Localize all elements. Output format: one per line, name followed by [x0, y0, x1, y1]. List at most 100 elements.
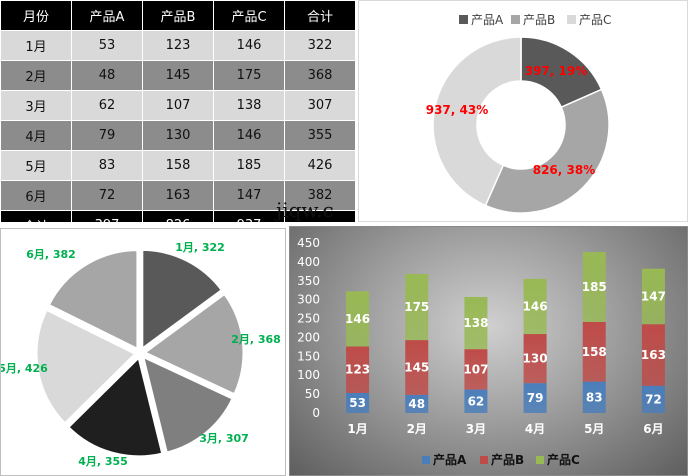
pie-slice [140, 247, 225, 353]
data-label: 826, 38% [533, 163, 596, 177]
bar-segment [346, 346, 370, 393]
x-tick-label: 3月 [466, 422, 486, 436]
legend-swatch [567, 15, 576, 24]
x-tick-label: 2月 [407, 422, 427, 436]
data-label: 72 [645, 392, 662, 406]
bar-segment [523, 383, 547, 413]
data-label: 146 [345, 312, 370, 326]
bar-segment [523, 334, 547, 384]
table-cell: 397 [71, 210, 143, 222]
donut-chart: 产品A 产品B 产品C 397, 19% 826, 38% 937, 43% [426, 13, 611, 214]
table-cell: 130 [142, 120, 214, 151]
donut-slice [484, 88, 610, 214]
data-table-panel: 月份 产品A 产品B 产品C 合计 1月 53 123 146 322 2月 48 145 175 368 3… [0, 0, 356, 222]
data-label: 5月, 426 [1, 362, 48, 375]
table-cell: 158 [142, 150, 214, 181]
pie-slice [140, 353, 236, 456]
table-cell: 138 [213, 90, 285, 121]
legend-label: 产品C [547, 452, 580, 467]
table-cell: 6月 [0, 180, 72, 211]
table-cell: 83 [71, 150, 143, 181]
table-row: 5月 83 158 185 426 [0, 150, 356, 181]
bar-segment [523, 278, 547, 335]
bar-segment [582, 252, 606, 322]
table-cell: 53 [71, 30, 143, 61]
legend-swatch [459, 15, 468, 24]
y-tick-label: 400 [297, 255, 320, 269]
bar-segment [346, 291, 370, 347]
pie-chart: 1月, 322 2月, 368 3月, 307 4月, 355 5月, 426 6月, 3… [1, 241, 281, 468]
pie-slice [65, 353, 165, 459]
data-label: 4月, 355 [78, 455, 128, 468]
table-cell: 48 [71, 60, 143, 91]
x-tick-label: 6月 [643, 422, 663, 436]
data-label: 175 [404, 300, 429, 314]
data-label: 62 [468, 394, 485, 408]
data-label: 163 [641, 348, 666, 362]
table-cell: 175 [213, 60, 285, 91]
data-label: 138 [463, 316, 488, 330]
bar-segment [582, 321, 606, 382]
legend-label: 产品A [433, 452, 467, 467]
data-label: 123 [345, 363, 370, 377]
legend-swatch [480, 456, 488, 464]
data-label: 79 [527, 391, 544, 405]
table-cell: 123 [142, 30, 214, 61]
legend-label: 产品C [579, 13, 611, 27]
table-cell: 合计 [0, 210, 72, 222]
data-label: 48 [408, 397, 425, 411]
data-label: 3月, 307 [199, 432, 249, 445]
table-cell: 产品C [213, 0, 285, 31]
bar-segment [346, 392, 370, 413]
data-label: 146 [523, 299, 548, 313]
y-tick-label: 300 [297, 293, 320, 307]
table-cell: 产品A [71, 0, 143, 31]
table-cell: 5月 [0, 150, 72, 181]
table-cell: 79 [71, 120, 143, 151]
table-cell: 72 [71, 180, 143, 211]
data-label: 130 [523, 352, 548, 366]
bar-segment [641, 385, 665, 413]
table-cell: 382 [284, 180, 356, 211]
donut-slice [432, 36, 522, 207]
data-label: 107 [463, 362, 488, 376]
table-total-row: 合计397826937 [0, 210, 356, 222]
stacked-bar-chart: 0 50 100 150 200 250 300 350 400 450 53 123 146 1月 48 1… [297, 236, 666, 467]
table-cell: 426 [284, 150, 356, 181]
table-header-row: 月份 产品A 产品B 产品C 合计 [0, 0, 356, 31]
bar-segment [405, 340, 429, 395]
table-cell: 322 [284, 30, 356, 61]
table-cell: 4月 [0, 120, 72, 151]
table-row: 1月 53 123 146 322 [0, 30, 356, 61]
legend-swatch [422, 456, 430, 464]
bar-segment [464, 297, 488, 350]
table-cell: 355 [284, 120, 356, 151]
data-label: 1月, 322 [175, 241, 225, 254]
data-label: 185 [582, 280, 607, 294]
bar-segment [582, 381, 606, 413]
stacked-bar-chart-panel: 0 50 100 150 200 250 300 350 400 450 53 123 146 1月 48 1… [289, 226, 688, 476]
table-cell: 826 [142, 210, 214, 222]
data-label: 2月, 368 [231, 333, 281, 346]
table-row: 3月 62 107 138 307 [0, 90, 356, 121]
table-cell: 62 [71, 90, 143, 121]
table-cell: 147 [213, 180, 285, 211]
bar-segment [405, 273, 429, 341]
table-cell [284, 210, 356, 222]
y-tick-label: 250 [297, 312, 320, 326]
table-row: 6月 72 163 147 382 [0, 180, 356, 211]
bar-segment [464, 349, 488, 390]
legend-label: 产品B [523, 13, 555, 27]
table-cell: 145 [142, 60, 214, 91]
data-label: 83 [586, 390, 603, 404]
y-tick-label: 350 [297, 274, 320, 288]
data-label: 158 [582, 345, 607, 359]
data-label: 53 [349, 396, 366, 410]
legend-label: 产品A [471, 13, 504, 27]
table-cell: 合计 [284, 0, 356, 31]
table-cell: 163 [142, 180, 214, 211]
pie-chart-panel: 1月, 322 2月, 368 3月, 307 4月, 355 5月, 426 6月, 3… [0, 228, 286, 476]
table-cell: 146 [213, 120, 285, 151]
bar-segment [641, 324, 665, 386]
data-label: 6月, 382 [26, 248, 76, 261]
